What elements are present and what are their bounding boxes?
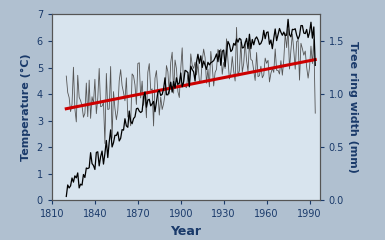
X-axis label: Year: Year <box>170 225 201 238</box>
Y-axis label: Temperature (°C): Temperature (°C) <box>21 54 31 161</box>
Y-axis label: Tree ring width (mm): Tree ring width (mm) <box>348 42 358 173</box>
